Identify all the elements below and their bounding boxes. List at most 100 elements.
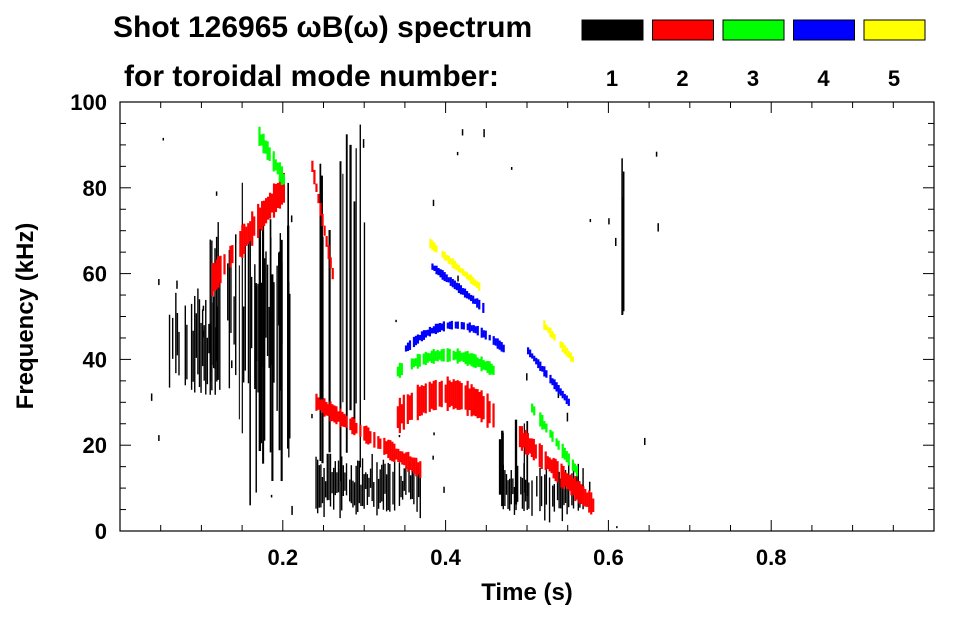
mode-trace-segment xyxy=(484,330,487,340)
mode-trace-segment xyxy=(466,350,469,366)
mode-trace-segment xyxy=(419,461,422,479)
spectral-speck xyxy=(202,305,205,311)
mode-trace-segment xyxy=(480,356,483,372)
mode-trace-segment xyxy=(474,388,477,417)
spectral-line xyxy=(349,144,352,411)
mode-trace-segment xyxy=(448,321,451,330)
spectral-stripe xyxy=(352,480,354,508)
spectral-speck xyxy=(158,435,160,441)
spectral-stripe xyxy=(349,479,351,502)
spectral-speck xyxy=(432,455,434,460)
mode-trace-segment xyxy=(404,345,408,352)
mode-trace-segment xyxy=(569,352,572,362)
spectral-stripe xyxy=(531,480,533,516)
spectral-stripe xyxy=(411,464,413,499)
spectral-stripe xyxy=(376,462,378,516)
spectral-stripe xyxy=(266,264,269,357)
mode-trace-segment xyxy=(455,282,458,291)
mode-trace-segment xyxy=(520,426,524,451)
spectral-line xyxy=(621,158,623,316)
mode-trace-segment xyxy=(363,426,366,441)
mode-trace-segment xyxy=(413,457,416,474)
mode-trace-segment xyxy=(319,399,322,411)
spectral-stripe xyxy=(194,295,196,393)
spectral-stripe xyxy=(516,465,519,502)
mode-trace-segment xyxy=(398,397,401,434)
spectral-line xyxy=(319,163,322,462)
mode-trace-segment xyxy=(422,385,425,413)
mode-trace-segment xyxy=(435,245,438,253)
mode-trace-segment xyxy=(407,451,410,472)
spectral-stripe xyxy=(176,313,179,356)
mode-trace-segment xyxy=(313,169,316,185)
mode-trace-segment xyxy=(263,200,266,226)
mode-trace-segment xyxy=(418,354,421,367)
mode-trace-segment xyxy=(411,457,414,472)
spectral-stripe xyxy=(382,459,385,510)
mode-trace-segment xyxy=(588,490,591,513)
mode-trace-segment xyxy=(323,225,326,236)
spectral-speck xyxy=(456,151,459,156)
mode-trace-segment xyxy=(391,441,394,462)
mode-trace-segment xyxy=(241,224,244,259)
mode-trace-segment xyxy=(522,433,526,448)
mode-trace-segment xyxy=(462,322,465,330)
mode-trace-segment xyxy=(548,457,551,472)
spectral-stripe xyxy=(186,324,188,380)
mode-trace-segment xyxy=(321,213,324,227)
mode-trace-segment xyxy=(478,391,481,418)
spectral-stripe xyxy=(233,296,235,345)
mode-trace-segment xyxy=(474,298,477,304)
mode-trace-segment xyxy=(219,255,222,284)
mode-trace-segment xyxy=(412,336,416,348)
spectral-stripe xyxy=(417,470,420,498)
y-tick-label: 0 xyxy=(95,519,107,544)
x-axis-label: Time (s) xyxy=(481,579,573,606)
mode-trace-segment xyxy=(315,393,318,411)
mode-trace-segment xyxy=(476,298,479,308)
mode-trace-segment xyxy=(410,392,413,420)
mode-trace-segment xyxy=(454,351,457,360)
spectral-stripe xyxy=(384,463,386,494)
spectral-speck xyxy=(231,360,233,369)
spectral-stripe xyxy=(228,250,231,389)
spectral-stripe xyxy=(381,464,383,502)
spectral-speck xyxy=(608,218,610,225)
x-tick-label: 0.2 xyxy=(268,545,299,570)
spectral-stripe xyxy=(353,482,356,506)
chart-title-line2: for toroidal mode number: xyxy=(124,60,499,93)
spectral-speck xyxy=(526,373,528,381)
spectral-stripe xyxy=(254,264,256,390)
mode-trace-segment xyxy=(468,353,471,365)
spectral-stripe xyxy=(212,296,215,369)
mode-trace-segment xyxy=(582,486,585,506)
mode-trace-segment xyxy=(317,193,320,204)
mode-trace-segment xyxy=(231,245,234,264)
mode-trace-segment xyxy=(440,349,443,362)
mode-trace-segment xyxy=(447,277,450,283)
mode-trace-segment xyxy=(438,381,441,407)
spectral-line xyxy=(263,258,266,441)
spectral-stripe xyxy=(168,314,171,388)
mode-4-feature-19 xyxy=(527,347,570,406)
mode-trace-segment xyxy=(453,260,456,270)
mode-trace-segment xyxy=(410,358,413,370)
mode-trace-segment xyxy=(451,258,454,269)
mode-trace-segment xyxy=(247,223,250,245)
mode-trace-segment xyxy=(539,361,542,371)
mode-trace-segment xyxy=(553,333,556,341)
spectral-stripe xyxy=(273,282,275,383)
mode-trace-segment xyxy=(460,382,463,410)
mode-trace-segment xyxy=(567,398,570,406)
mode-trace-segment xyxy=(315,183,318,192)
mode-trace-segment xyxy=(468,388,471,411)
mode-trace-segment xyxy=(274,159,277,171)
spectral-speck xyxy=(395,319,397,323)
mode-trace-segment xyxy=(460,321,463,330)
mode-trace-segment xyxy=(574,476,577,502)
mode-trace-segment xyxy=(560,463,563,488)
spectral-stripe xyxy=(552,485,554,507)
spectral-stripe xyxy=(345,463,348,496)
mode-trace-segment xyxy=(243,223,246,254)
mode-trace-segment xyxy=(280,166,283,186)
